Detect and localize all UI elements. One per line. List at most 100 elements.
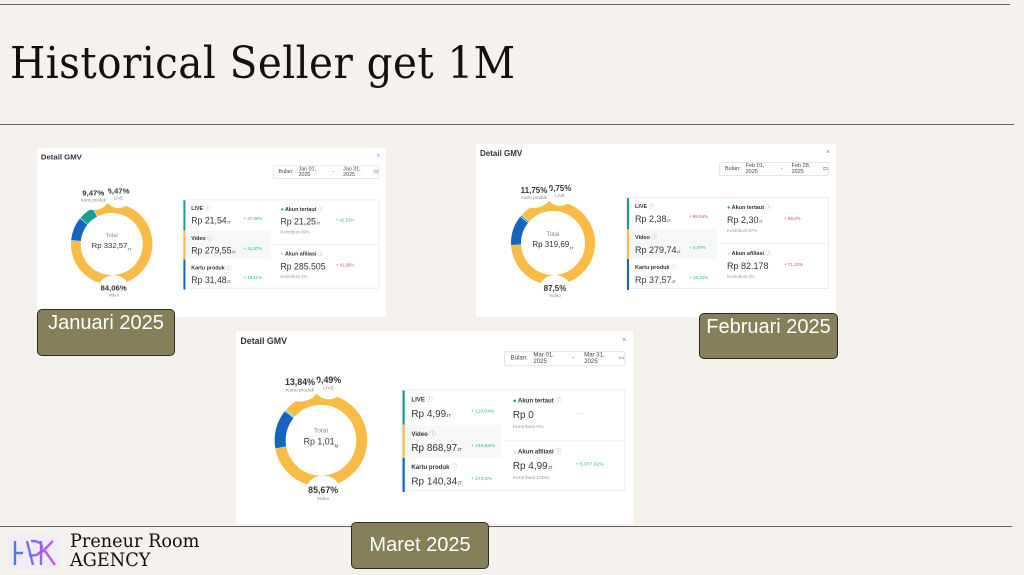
pct-label: Video bbox=[549, 293, 561, 298]
help-icon[interactable]: ⓘ bbox=[651, 234, 657, 241]
pct-label: Kartu produk bbox=[285, 387, 315, 393]
row-change: + 110,04% bbox=[470, 408, 495, 414]
row-value: Rp 21,54 bbox=[191, 215, 227, 226]
row-change: + 10,11% bbox=[243, 275, 262, 280]
help-icon[interactable]: ⓘ bbox=[451, 464, 458, 472]
help-icon[interactable]: ⓘ bbox=[648, 204, 655, 210]
help-icon[interactable]: ⓘ bbox=[317, 207, 324, 213]
date-range-picker[interactable]: Bulan: Feb 01, 2025 - Feb 28, 2025 ▭ bbox=[719, 162, 829, 176]
pct-label: Kartu produk bbox=[80, 197, 106, 203]
account-value: Rp 21,25 bbox=[280, 216, 316, 227]
row-name: Video bbox=[191, 235, 206, 242]
pct-kartu: 13,84% Kartu produk bbox=[281, 370, 319, 402]
close-icon[interactable]: × bbox=[825, 149, 830, 156]
close-icon[interactable]: × bbox=[621, 336, 627, 345]
dot-icon: ● bbox=[727, 251, 731, 257]
gmv-row-1: Video ⓘ Rp 279,74JT + 0,07% bbox=[627, 228, 717, 259]
date-to[interactable]: Feb 28, 2025 bbox=[791, 163, 811, 175]
pct-label: Video bbox=[108, 292, 120, 298]
gmv-row-0: LIVE ⓘ Rp 2,38JT + 88,94% bbox=[627, 198, 717, 229]
row-unit: JT bbox=[676, 248, 681, 254]
date-label: Bulan: bbox=[510, 355, 528, 362]
pct-value: 11,75% bbox=[520, 186, 548, 195]
row-change: + 37,99% bbox=[243, 215, 263, 221]
dot-icon: ● bbox=[512, 449, 517, 456]
pct-label: LIVE bbox=[555, 193, 565, 198]
help-icon[interactable]: ⓘ bbox=[555, 449, 562, 456]
date-range-picker[interactable]: Bulan: Jan 01, 2025 - Jan 31, 2025 ▭ bbox=[272, 165, 380, 180]
date-from[interactable]: Mar 01, 2025 bbox=[533, 351, 554, 366]
account-change: + 42,53% bbox=[335, 217, 355, 223]
calendar-icon[interactable]: ▭ bbox=[618, 355, 625, 362]
gmv-row-0: LIVE ⓘ Rp 21,54JT + 37,99% bbox=[183, 200, 270, 230]
donut-segment-live bbox=[70, 203, 153, 285]
help-icon[interactable]: ⓘ bbox=[765, 205, 772, 211]
date-sep: - bbox=[332, 169, 335, 176]
date-range-picker[interactable]: Bulan: Mar 01, 2025 - Mar 31, 2025 ▭ bbox=[504, 350, 626, 367]
account-name: Akun afiliasi bbox=[731, 251, 765, 257]
calendar-icon[interactable]: ▭ bbox=[373, 169, 379, 176]
account-value: Rp 0 bbox=[512, 409, 534, 421]
gmv-card-2: Detail GMV × Bulan: Mar 01, 2025 - Mar 3… bbox=[236, 331, 633, 524]
pct-value: 13,84% bbox=[284, 377, 315, 388]
row-value: Rp 868,97 bbox=[411, 441, 458, 453]
row-unit: JT bbox=[666, 218, 671, 223]
total-label: Total bbox=[313, 428, 328, 435]
help-icon[interactable]: ⓘ bbox=[429, 430, 436, 438]
date-from[interactable]: Jan 01, 2025 bbox=[298, 166, 317, 179]
donut-segment-video bbox=[274, 393, 368, 487]
donut-segment-live bbox=[511, 201, 595, 285]
donut-total: Total Rp 332,57JT bbox=[73, 233, 151, 251]
gmv-row-2: Kartu produk ⓘ Rp 140,34JT + 273,5% bbox=[402, 457, 502, 492]
account-kontribusi: Kontribusi 97% bbox=[727, 228, 758, 233]
row-value: Rp 4,99 bbox=[411, 408, 447, 420]
help-icon[interactable]: ⓘ bbox=[317, 251, 324, 258]
date-from[interactable]: Feb 01, 2025 bbox=[745, 163, 765, 175]
account-value: Rp 2,30 bbox=[727, 215, 759, 225]
account-value: Rp 285.505 bbox=[280, 261, 326, 272]
gmv-breakdown-panel: LIVE ⓘ Rp 2,38JT + 88,94% Video ⓘ Rp 279… bbox=[626, 197, 829, 290]
pct-label: Video bbox=[316, 495, 330, 501]
account-value: Rp 4,99 bbox=[512, 460, 548, 472]
total-unit: JT bbox=[127, 246, 132, 252]
pct-video: 84,06% Video bbox=[97, 275, 131, 309]
donut-segment-kartu bbox=[70, 203, 153, 285]
brand-name: Preneur Room AGENCY bbox=[70, 532, 199, 570]
row-value: Rp 140,34 bbox=[411, 475, 458, 487]
help-icon[interactable]: ⓘ bbox=[671, 265, 677, 271]
account-kontribusi: Kontribusi 3% bbox=[727, 274, 755, 279]
row-change: + 31,57% bbox=[243, 245, 263, 251]
account-change: + 5.977,92% bbox=[575, 461, 604, 467]
account-0: ● Akun tertaut ⓘ Rp 2,30JT Kontribusi 97… bbox=[719, 198, 829, 244]
help-icon[interactable]: ⓘ bbox=[555, 398, 562, 405]
pct-value: 85,67% bbox=[308, 485, 339, 496]
help-icon[interactable]: ⓘ bbox=[226, 265, 232, 272]
account-1: ● Akun afiliasi ⓘ Rp 82.178 Kontribusi 3… bbox=[719, 244, 829, 290]
donut-total: Total Rp 319,69JT bbox=[513, 232, 593, 251]
account-unit: JT bbox=[315, 220, 321, 226]
row-name: Video bbox=[411, 430, 428, 438]
calendar-icon[interactable]: ▭ bbox=[822, 166, 828, 172]
account-value: Rp 82.178 bbox=[727, 261, 769, 271]
row-unit: JT bbox=[671, 279, 676, 284]
help-icon[interactable]: ⓘ bbox=[207, 235, 213, 242]
help-icon[interactable]: ⓘ bbox=[765, 251, 772, 257]
gmv-donut-chart bbox=[70, 203, 153, 285]
account-change: + 71,22% bbox=[784, 262, 804, 267]
close-icon[interactable]: × bbox=[376, 152, 381, 160]
row-unit: JT bbox=[446, 412, 452, 419]
gmv-donut-chart bbox=[274, 393, 368, 487]
date-to[interactable]: Mar 31, 2025 bbox=[584, 351, 605, 366]
account-kontribusi: Kontribusi 99% bbox=[280, 229, 310, 235]
row-name: Kartu produk bbox=[191, 265, 225, 272]
date-label: Bulan: bbox=[278, 169, 294, 176]
divider bbox=[0, 526, 1012, 527]
card-title: Detail GMV bbox=[480, 149, 523, 158]
month-label: Maret 2025 bbox=[351, 522, 489, 569]
help-icon[interactable]: ⓘ bbox=[426, 397, 433, 404]
slide-title: Historical Seller get 1M bbox=[10, 38, 516, 89]
help-icon[interactable]: ⓘ bbox=[204, 206, 210, 213]
pct-value: 9,47% bbox=[82, 188, 105, 198]
date-to[interactable]: Jan 31, 2025 bbox=[343, 166, 361, 179]
dot-icon: ● bbox=[280, 251, 284, 258]
